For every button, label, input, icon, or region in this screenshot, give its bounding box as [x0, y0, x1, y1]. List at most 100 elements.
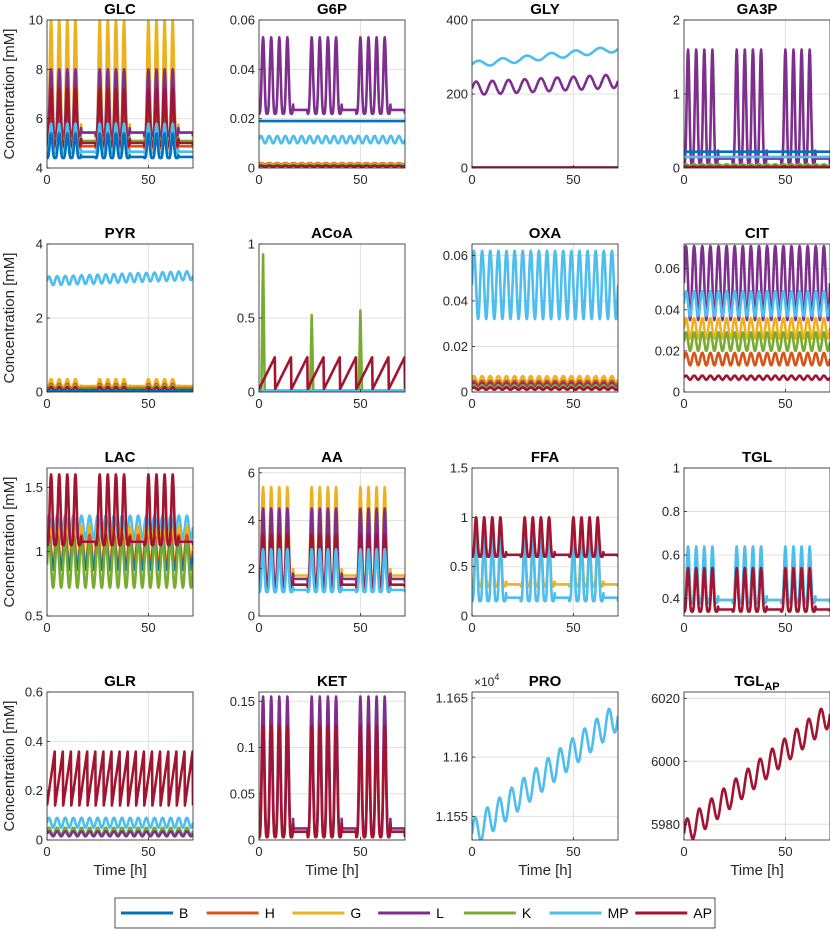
series-group — [47, 269, 193, 392]
y-tick-label: 0.04 — [655, 302, 680, 317]
subplot-acoa: 0 0.5 1 0 50 ACoA — [237, 225, 406, 411]
subplot-title: GLR — [104, 673, 136, 690]
legend-label: K — [522, 905, 532, 921]
title-subscript: AP — [764, 681, 779, 693]
x-tick-label: 0 — [468, 396, 475, 411]
exponent-label: ×104 — [474, 672, 499, 689]
x-tick-label: 50 — [566, 396, 580, 411]
series-line-l — [472, 73, 618, 96]
y-tick-label: 0.6 — [662, 548, 680, 563]
series-line-k — [47, 540, 193, 589]
y-tick-label: 0.15 — [230, 694, 255, 709]
y-tick-label: 1 — [461, 510, 468, 525]
x-tick-label: 50 — [141, 172, 155, 187]
axes-background — [259, 692, 405, 840]
legend-label: AP — [693, 905, 712, 921]
x-tick-label: 50 — [566, 844, 580, 859]
y-tick-label: 0.06 — [230, 13, 255, 28]
y-tick-label: 8 — [36, 62, 43, 77]
subplot-title: GLY — [530, 1, 559, 18]
series-line-g — [472, 374, 618, 385]
legend-label: B — [179, 905, 188, 921]
series-line-mp — [472, 707, 618, 840]
series-line-g — [47, 20, 193, 140]
subplot-title: FFA — [531, 449, 559, 466]
series-line-mp — [47, 122, 193, 155]
series-line-mp — [472, 249, 618, 321]
y-axis-label: Concentration [mM] — [1, 253, 18, 384]
y-tick-label: 0.04 — [443, 293, 468, 308]
x-tick-label: 0 — [255, 172, 262, 187]
x-tick-label: 0 — [468, 172, 475, 187]
series-line-h — [684, 351, 830, 367]
subplot-cit: 0 0.02 0.04 0.06 0 50 CIT — [655, 225, 830, 411]
x-tick-label: 0 — [43, 844, 50, 859]
subplot-oxa: 0 0.02 0.04 0.06 0 50 OXA — [443, 225, 619, 411]
series-line-mp — [472, 46, 618, 67]
series-line-mp — [684, 290, 830, 318]
y-tick-label: 1 — [248, 237, 255, 252]
y-tick-label: 1 — [673, 461, 680, 476]
series-line-l — [47, 830, 193, 838]
series-group — [684, 244, 830, 381]
series-line-ap — [259, 356, 405, 391]
x-tick-label: 50 — [566, 620, 580, 635]
subplot-title: ACoA — [311, 225, 353, 242]
series-group — [684, 48, 830, 168]
axes-box — [46, 467, 194, 617]
series-group — [47, 750, 193, 838]
y-tick-label: 0.4 — [662, 591, 680, 606]
x-tick-label: 0 — [468, 620, 475, 635]
y-tick-label: 4 — [36, 161, 43, 176]
series-line-mp — [259, 134, 405, 145]
series-group — [472, 707, 618, 840]
y-tick-label: 0 — [461, 609, 468, 624]
subplot-title: KET — [317, 673, 347, 690]
y-tick-label: 0 — [248, 161, 255, 176]
subplot-tgl: 0.4 0.6 0.8 1 0 50 TGL — [662, 449, 830, 635]
subplot-pro: 1.155 1.16 1.165 0 50 PRO ×104 Time [h] — [435, 672, 619, 879]
x-tick-label: 50 — [778, 844, 792, 859]
y-tick-label: 5980 — [651, 817, 680, 832]
axes-box — [258, 19, 406, 169]
subplot-pyr: 0 2 4 0 50 PYR Concentration [mM] — [1, 225, 194, 411]
x-tick-label: 0 — [680, 396, 687, 411]
x-axis-label: Time [h] — [305, 862, 359, 879]
subplot-g6p: 0 0.02 0.04 0.06 0 50 G6P — [230, 1, 406, 187]
y-tick-label: 6 — [36, 111, 43, 126]
y-tick-label: 6000 — [651, 754, 680, 769]
series-group — [684, 707, 830, 840]
series-line-ap — [259, 724, 405, 839]
axes-box — [46, 19, 194, 169]
x-tick-label: 0 — [680, 844, 687, 859]
series-group — [684, 545, 830, 613]
y-tick-label: 0.5 — [237, 311, 255, 326]
y-tick-label: 0.5 — [450, 559, 468, 574]
y-tick-label: 0.2 — [25, 783, 43, 798]
series-line-mp — [47, 514, 193, 541]
axes-box — [46, 691, 194, 841]
x-tick-label: 50 — [353, 844, 367, 859]
subplot-title: LAC — [105, 449, 136, 466]
legend-label: H — [265, 905, 275, 921]
y-tick-label: 0 — [36, 385, 43, 400]
subplot-title: GLC — [104, 1, 136, 18]
y-tick-label: 1 — [36, 544, 43, 559]
x-tick-label: 50 — [141, 396, 155, 411]
y-axis-label: Concentration [mM] — [1, 477, 18, 608]
axes-box — [471, 691, 619, 841]
x-tick-label: 50 — [778, 172, 792, 187]
series-line-ap — [472, 386, 618, 391]
series-group — [47, 20, 193, 160]
y-tick-label: 1 — [673, 87, 680, 102]
y-tick-label: 0.4 — [25, 734, 43, 749]
axes-background — [472, 468, 618, 616]
series-line-ap — [472, 516, 618, 559]
y-tick-label: 0.06 — [655, 261, 680, 276]
y-tick-label: 6020 — [651, 691, 680, 706]
x-tick-label: 0 — [680, 172, 687, 187]
subplot-gly: 0 200 400 0 50 GLY — [446, 1, 619, 187]
subplot-ket: 0 0.05 0.1 0.15 0 50 KET Time [h] — [230, 673, 406, 879]
y-tick-label: 0.02 — [230, 111, 255, 126]
